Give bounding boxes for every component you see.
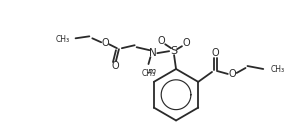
Text: O: O (211, 48, 219, 58)
Text: O: O (101, 38, 109, 48)
Text: CH₃: CH₃ (56, 35, 70, 44)
Text: O: O (158, 36, 165, 46)
Text: CH₃: CH₃ (141, 69, 156, 78)
Text: S: S (170, 46, 178, 56)
Text: CH₃: CH₃ (270, 65, 284, 75)
Text: O: O (111, 61, 119, 71)
Text: O: O (229, 69, 236, 79)
Text: N: N (149, 48, 156, 58)
Text: m: m (147, 67, 156, 76)
Text: O: O (182, 38, 190, 48)
